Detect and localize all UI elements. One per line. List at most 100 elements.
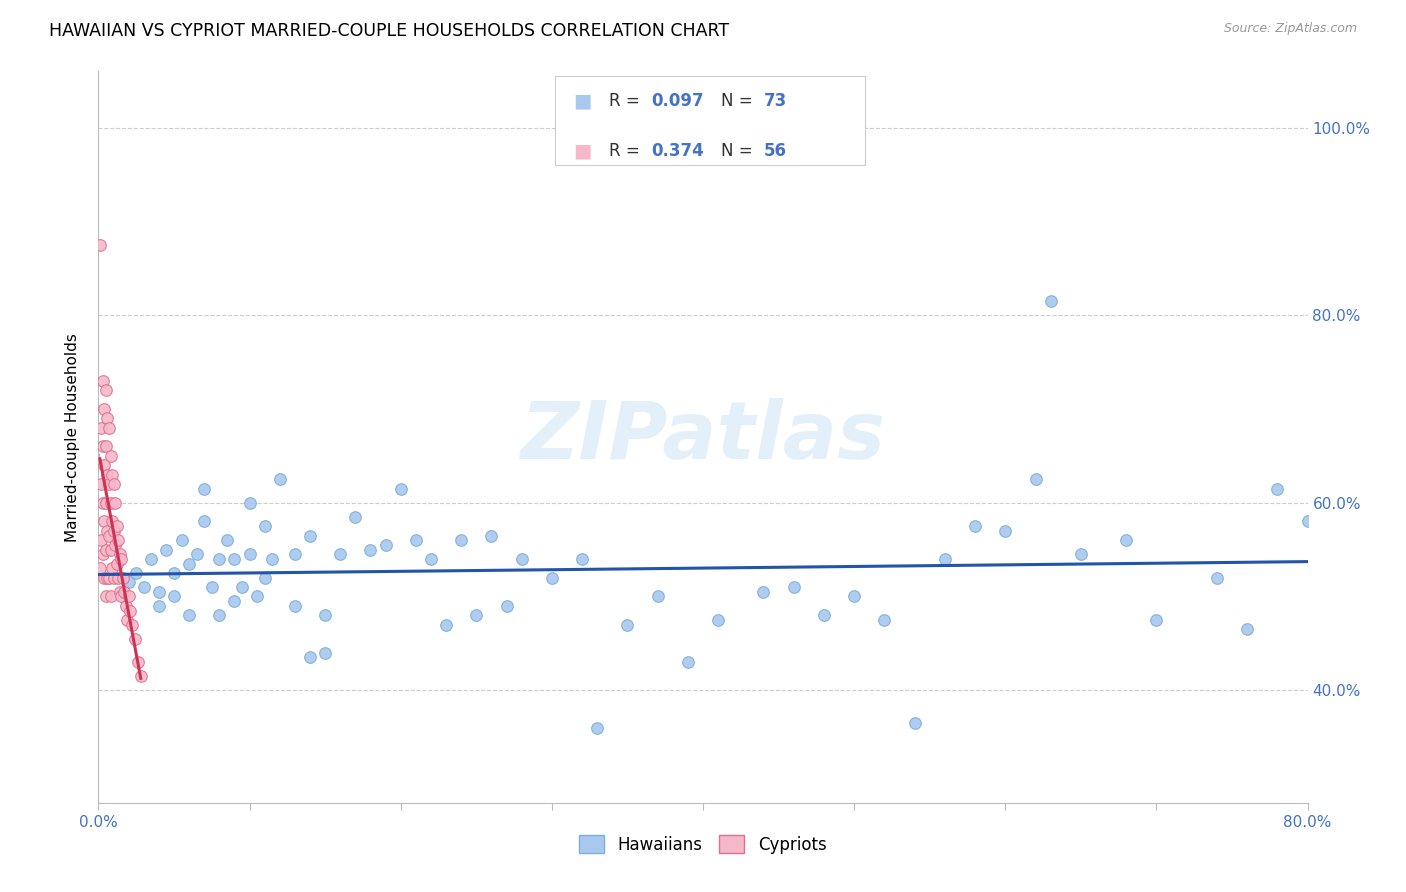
- Text: R =: R =: [609, 92, 645, 110]
- Point: [299, 650, 322, 665]
- Point: [314, 608, 336, 623]
- Point: [965, 519, 987, 533]
- Point: [105, 519, 128, 533]
- Point: [94, 590, 117, 604]
- Point: [284, 547, 307, 561]
- Point: [420, 552, 443, 566]
- Text: R =: R =: [609, 142, 645, 160]
- Point: [155, 542, 177, 557]
- Legend: Hawaiians, Cypriots: Hawaiians, Cypriots: [572, 829, 834, 860]
- Point: [108, 584, 131, 599]
- Point: [91, 440, 114, 454]
- Point: [193, 515, 215, 529]
- Text: HAWAIIAN VS CYPRIOT MARRIED-COUPLE HOUSEHOLDS CORRELATION CHART: HAWAIIAN VS CYPRIOT MARRIED-COUPLE HOUSE…: [49, 22, 730, 40]
- Point: [94, 440, 117, 454]
- Point: [96, 467, 118, 482]
- Point: [1206, 571, 1229, 585]
- Text: 73: 73: [763, 92, 787, 110]
- Point: [934, 552, 956, 566]
- Point: [93, 571, 115, 585]
- Point: [179, 608, 201, 623]
- Point: [98, 528, 121, 542]
- Point: [118, 575, 141, 590]
- Point: [107, 533, 129, 548]
- Point: [94, 542, 117, 557]
- Point: [873, 613, 896, 627]
- Point: [103, 571, 125, 585]
- Point: [163, 590, 186, 604]
- Point: [231, 580, 253, 594]
- Point: [179, 557, 201, 571]
- Point: [1267, 482, 1289, 496]
- Point: [148, 599, 170, 613]
- Point: [374, 538, 396, 552]
- Point: [344, 509, 367, 524]
- Point: [1070, 547, 1092, 561]
- Point: [107, 571, 129, 585]
- Point: [571, 552, 593, 566]
- Point: [246, 590, 269, 604]
- Point: [1296, 515, 1319, 529]
- Point: [389, 482, 412, 496]
- Point: [91, 496, 114, 510]
- Point: [96, 571, 118, 585]
- Point: [647, 590, 669, 604]
- Point: [783, 580, 806, 594]
- Point: [93, 458, 115, 473]
- Point: [163, 566, 186, 580]
- Point: [111, 571, 134, 585]
- Point: [434, 617, 457, 632]
- Text: 0.097: 0.097: [651, 92, 703, 110]
- Point: [124, 632, 146, 646]
- Point: [360, 542, 382, 557]
- Point: [94, 383, 117, 397]
- Point: [129, 669, 152, 683]
- Point: [96, 524, 118, 538]
- Point: [262, 552, 284, 566]
- Point: [1115, 533, 1137, 548]
- Point: [676, 655, 699, 669]
- Point: [101, 561, 124, 575]
- Point: [98, 571, 121, 585]
- Point: [110, 590, 132, 604]
- Point: [844, 590, 866, 604]
- Point: [91, 374, 114, 388]
- Point: [104, 496, 127, 510]
- Point: [186, 547, 208, 561]
- Point: [201, 580, 224, 594]
- Point: [239, 496, 262, 510]
- Point: [94, 496, 117, 510]
- Point: [224, 594, 246, 608]
- Text: Source: ZipAtlas.com: Source: ZipAtlas.com: [1223, 22, 1357, 36]
- Point: [90, 420, 112, 434]
- Point: [101, 467, 124, 482]
- Point: [98, 477, 121, 491]
- Point: [450, 533, 472, 548]
- Point: [752, 584, 775, 599]
- Point: [208, 552, 231, 566]
- Point: [125, 566, 148, 580]
- Point: [89, 237, 111, 252]
- Point: [96, 411, 118, 425]
- Point: [215, 533, 238, 548]
- Point: [148, 584, 170, 599]
- Point: [707, 613, 730, 627]
- Point: [329, 547, 352, 561]
- Point: [105, 557, 128, 571]
- Point: [465, 608, 488, 623]
- Y-axis label: Married-couple Households: Married-couple Households: [65, 333, 80, 541]
- Point: [108, 547, 131, 561]
- Point: [1144, 613, 1167, 627]
- Point: [586, 721, 609, 735]
- Point: [253, 519, 276, 533]
- Point: [170, 533, 193, 548]
- Point: [405, 533, 427, 548]
- Point: [132, 580, 155, 594]
- Point: [104, 538, 127, 552]
- Point: [314, 646, 336, 660]
- Point: [90, 533, 112, 548]
- Text: 0.374: 0.374: [651, 142, 704, 160]
- Text: ■: ■: [574, 91, 592, 111]
- Point: [141, 552, 163, 566]
- Point: [121, 617, 143, 632]
